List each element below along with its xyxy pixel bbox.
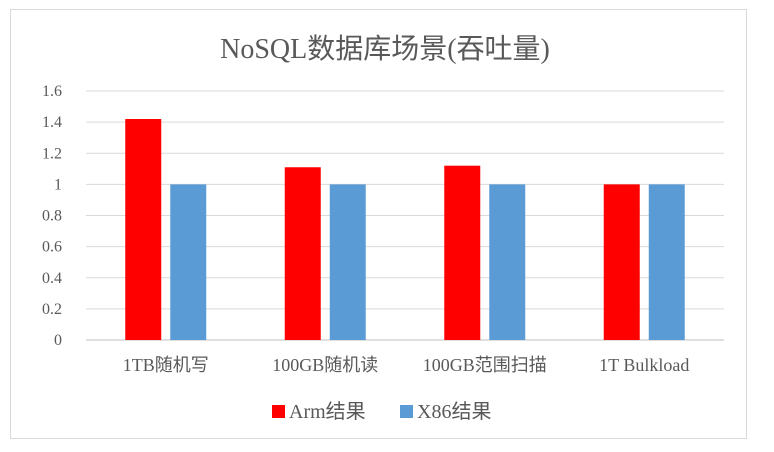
- x-axis-labels: 1TB随机写 100GB随机读 100GB范围扫描 1T Bulkload: [123, 355, 690, 375]
- x-category-label: 1T Bulkload: [599, 355, 689, 375]
- x-category-label: 1TB随机写: [123, 355, 209, 375]
- bar-x86: [329, 184, 366, 340]
- bar-x86: [170, 184, 207, 340]
- y-tick-label: 1.6: [42, 83, 62, 100]
- chart-title: NoSQL数据库场景(吞吐量): [220, 33, 550, 65]
- legend: Arm结果 X86结果: [272, 400, 491, 423]
- legend-swatch: [400, 405, 413, 418]
- bar-arm: [603, 184, 640, 340]
- bar-arm: [284, 167, 321, 340]
- bars: [125, 119, 685, 340]
- bar-x86: [489, 184, 526, 340]
- y-tick-label: 1: [54, 176, 62, 193]
- y-tick-label: 0: [54, 332, 62, 349]
- x-category-label: 100GB随机读: [272, 355, 378, 375]
- legend-label: Arm结果: [289, 400, 366, 423]
- legend-label: X86结果: [417, 400, 491, 423]
- bar-arm: [125, 119, 162, 340]
- y-tick-label: 0.2: [42, 301, 62, 318]
- legend-swatch: [272, 405, 285, 418]
- x-category-label: 100GB范围扫描: [423, 355, 547, 375]
- y-tick-label: 0.4: [42, 270, 62, 287]
- y-axis-ticks: 0 0.2 0.4 0.6 0.8 1 1.2 1.4 1.6: [42, 83, 62, 349]
- bar-arm: [444, 165, 481, 340]
- y-tick-label: 0.8: [42, 208, 62, 225]
- y-tick-label: 1.4: [42, 114, 62, 131]
- y-tick-label: 0.6: [42, 239, 62, 256]
- bar-x86: [648, 184, 685, 340]
- y-tick-label: 1.2: [42, 145, 62, 162]
